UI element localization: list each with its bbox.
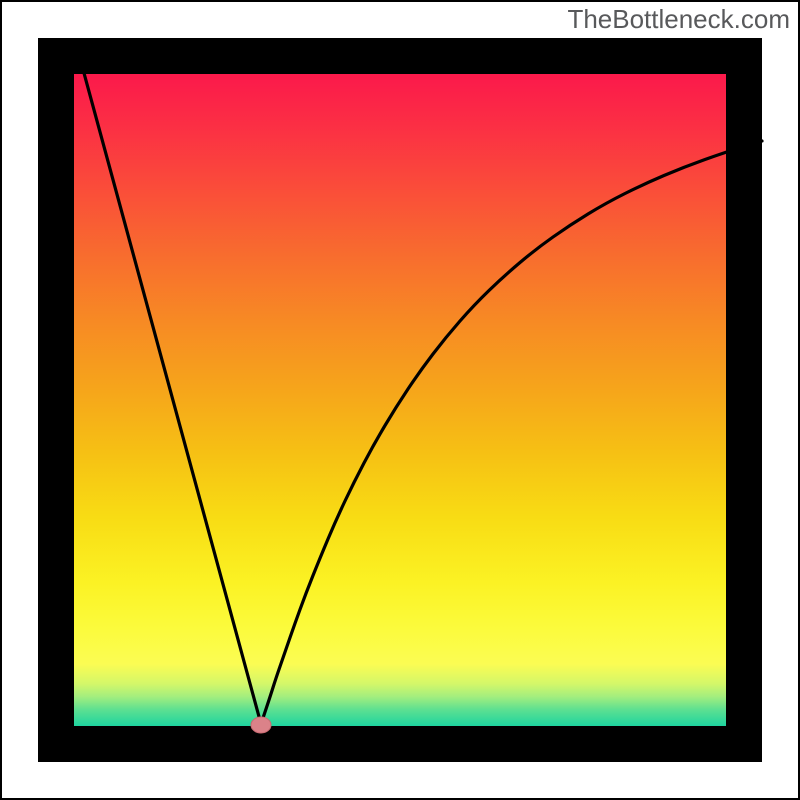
minimum-marker: [251, 717, 271, 733]
bottleneck-curve: [0, 0, 800, 800]
chart-container: TheBottleneck.com: [0, 0, 800, 800]
attribution-text: TheBottleneck.com: [567, 4, 790, 35]
